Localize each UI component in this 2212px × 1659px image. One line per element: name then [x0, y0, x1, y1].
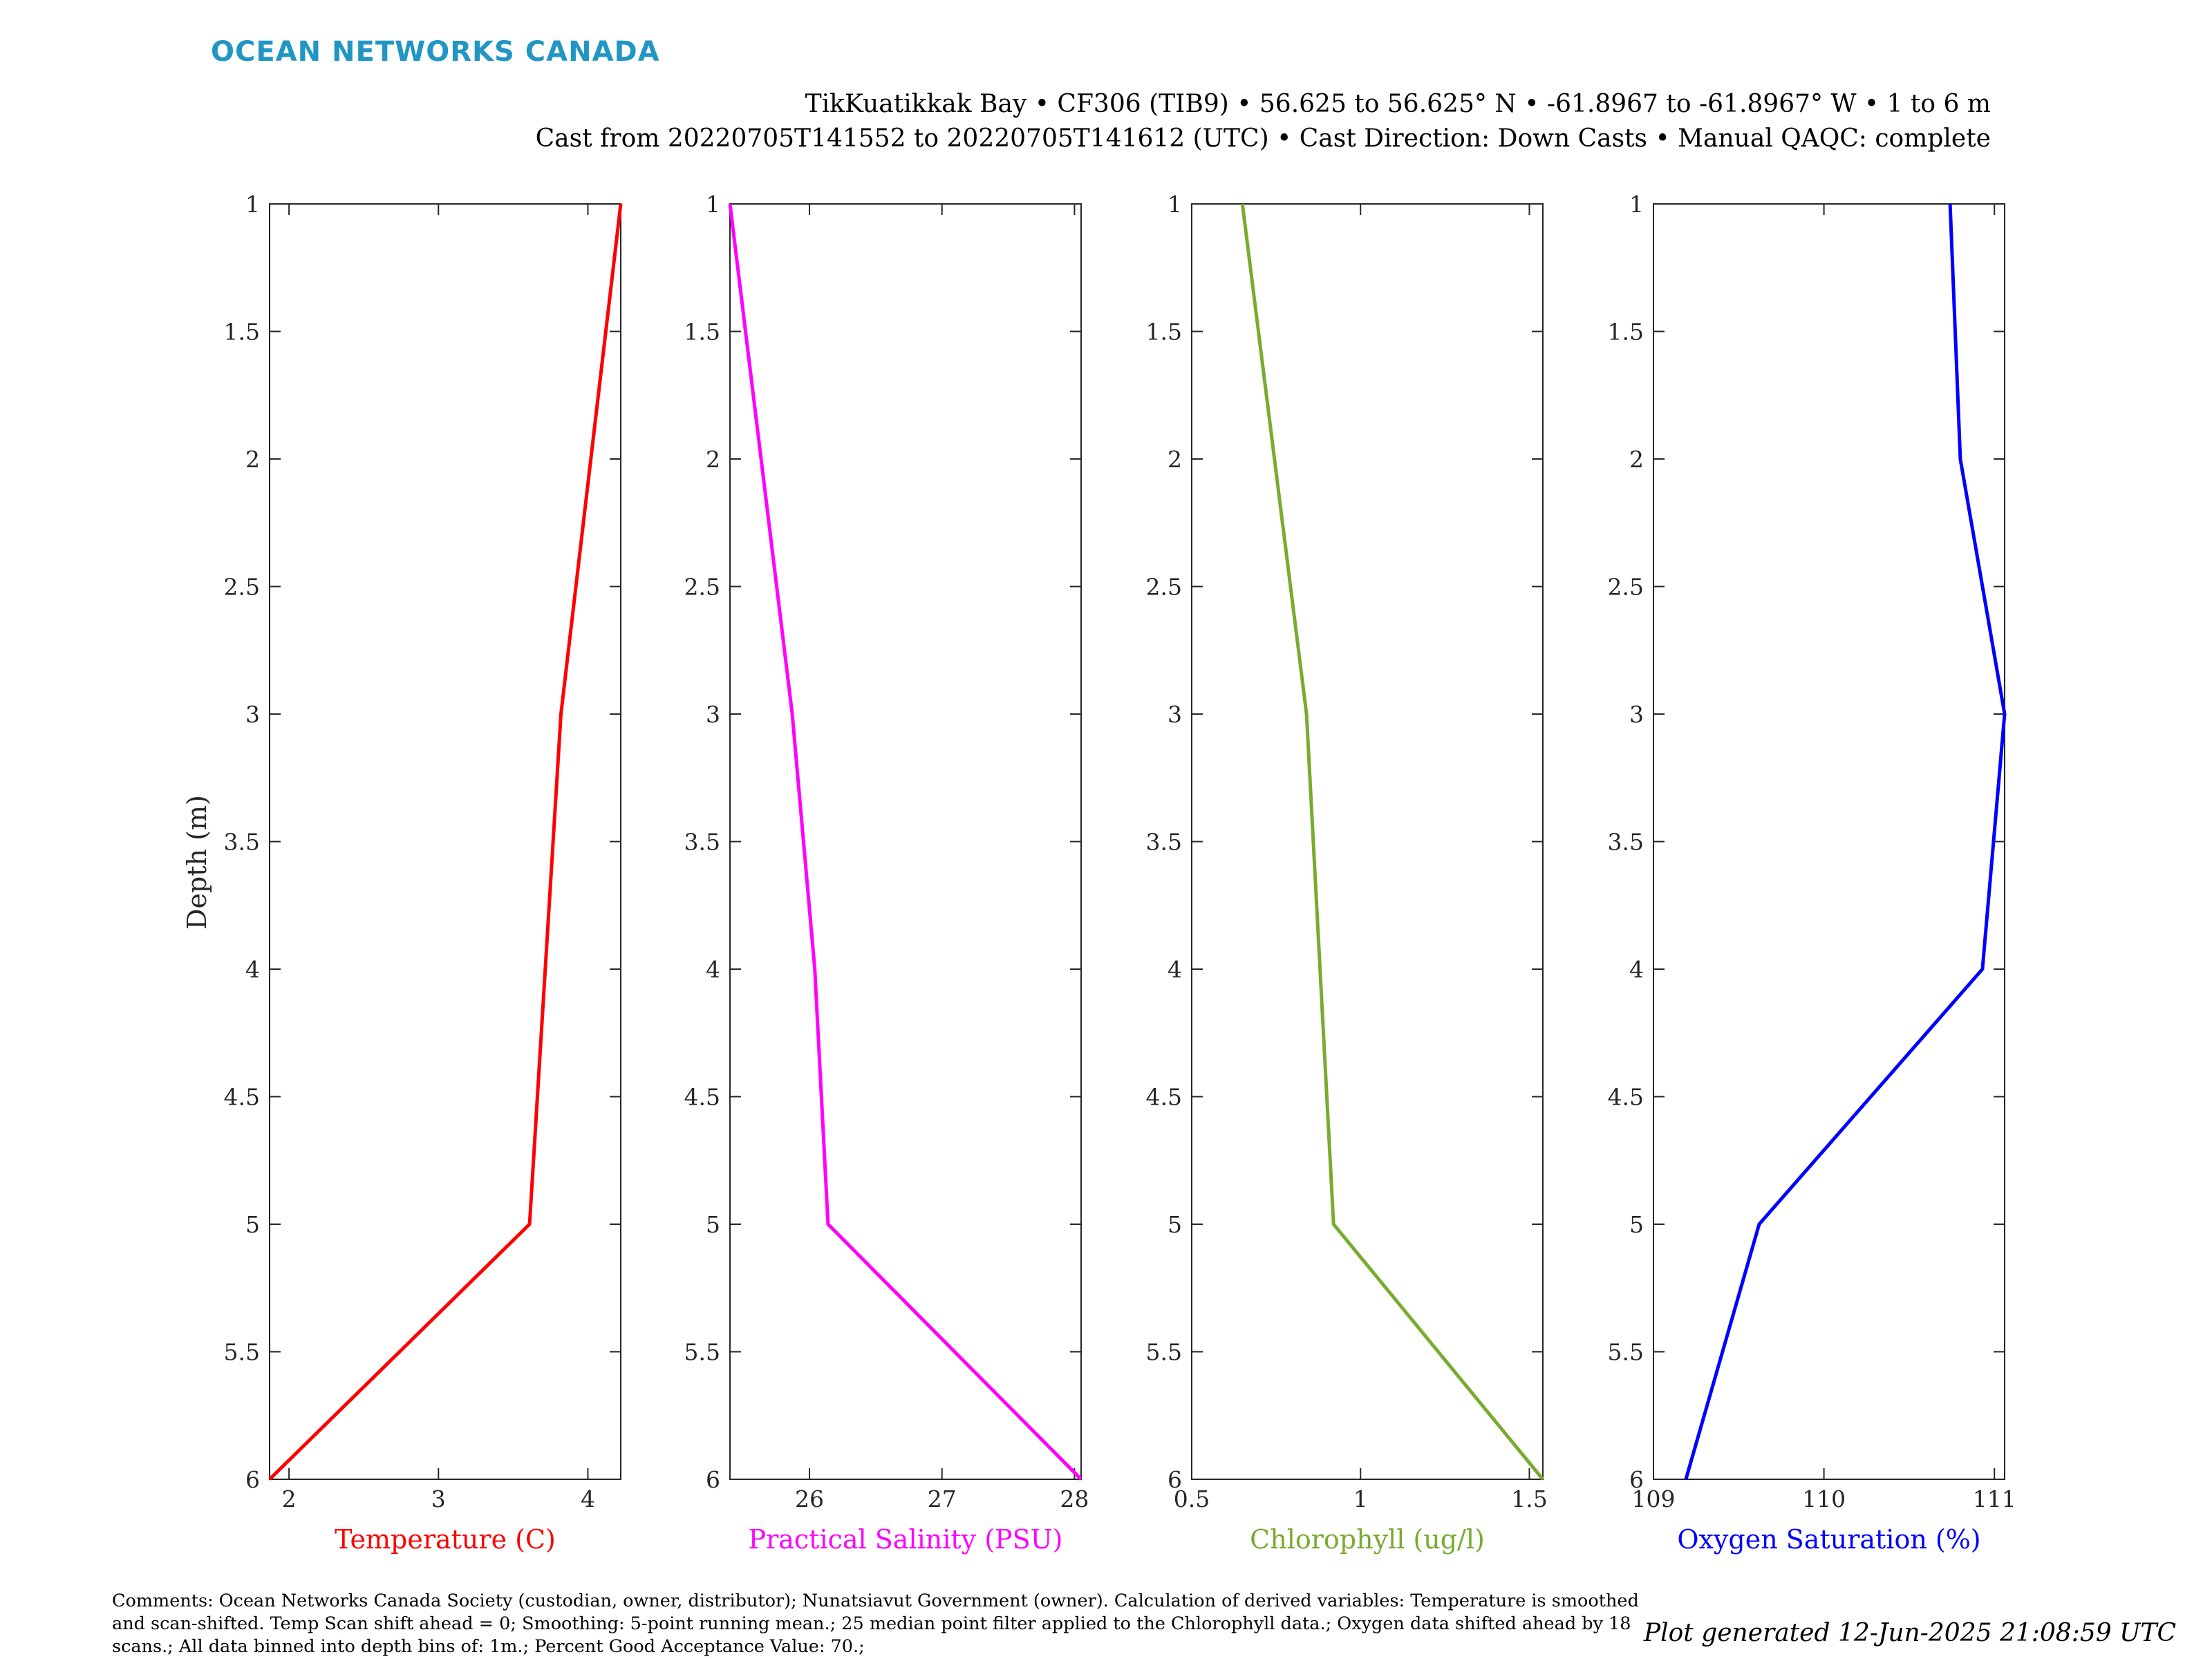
x-axis-label: Oxygen Saturation (%)	[1677, 1524, 1980, 1555]
y-tick-label: 3.5	[224, 829, 260, 856]
y-tick-label: 2.5	[224, 574, 260, 601]
series-line	[268, 203, 623, 1481]
axes-box	[1653, 203, 2005, 1480]
y-tick-label: 6	[1168, 1466, 1182, 1493]
y-tick-label: 6	[706, 1466, 720, 1493]
profile-panel-3: 1 1.5 2 2.5 3 3.5 4 4.5 5 5.5 60.5 1 1.5 Chlorophyll …	[1146, 191, 1548, 1555]
y-tick-label: 4.5	[224, 1084, 260, 1111]
y-tick-label: 2.5	[684, 574, 720, 601]
y-tick-label: 2	[706, 446, 720, 473]
y-tick-label: 5.5	[1146, 1339, 1182, 1366]
y-tick-label: 4	[706, 956, 720, 983]
y-tick-label: 3.5	[684, 829, 720, 856]
y-tick-label: 2.5	[1608, 574, 1644, 601]
x-tick-label: 1	[1353, 1485, 1368, 1512]
y-tick-label: 1.5	[684, 319, 720, 346]
series-line	[1240, 203, 1544, 1481]
y-tick-label: 5	[706, 1211, 720, 1238]
y-tick-label: 3	[706, 701, 720, 728]
x-axis-label: Chlorophyll (ug/l)	[1250, 1524, 1485, 1555]
y-tick-label: 5.5	[224, 1339, 260, 1366]
y-tick-label: 3	[245, 701, 260, 728]
x-tick-label: 111	[1973, 1485, 2016, 1512]
y-tick-label: 1.5	[1146, 319, 1182, 346]
y-axis-label: Depth (m)	[182, 795, 212, 930]
y-tick-label: 1	[706, 191, 720, 218]
y-tick-label: 1.5	[224, 319, 260, 346]
x-tick-label: 1.5	[1511, 1485, 1547, 1512]
plot-title-line-1: TikKuatikkak Bay • CF306 (TIB9) • 56.625…	[805, 90, 1991, 118]
x-axis-label: Temperature (C)	[335, 1524, 556, 1555]
x-tick-label: 109	[1632, 1485, 1676, 1512]
y-tick-label: 6	[245, 1466, 260, 1493]
y-tick-label: 2.5	[1146, 574, 1182, 601]
axes-box	[1191, 203, 1544, 1480]
x-tick-label: 2	[282, 1485, 297, 1512]
x-axis-label: Practical Salinity (PSU)	[749, 1524, 1063, 1555]
y-tick-label: 3.5	[1608, 829, 1644, 856]
x-tick-label: 0.5	[1174, 1485, 1210, 1512]
y-tick-label: 3.5	[1146, 829, 1182, 856]
comments-text: Comments: Ocean Networks Canada Society …	[112, 1591, 1639, 1657]
axes-box	[269, 203, 621, 1480]
y-tick-label: 4.5	[684, 1084, 720, 1111]
x-tick-label: 27	[928, 1485, 957, 1512]
y-tick-label: 3	[1168, 701, 1182, 728]
x-tick-label: 3	[431, 1485, 446, 1512]
y-tick-label: 5.5	[1608, 1339, 1644, 1366]
profile-panel-2: 1 1.5 2 2.5 3 3.5 4 4.5 5 5.5 6 26 27 28 Practical Sal…	[684, 191, 1089, 1555]
y-tick-label: 4.5	[1608, 1084, 1644, 1111]
y-tick-label: 4	[245, 956, 260, 983]
y-tick-label: 2	[245, 446, 260, 473]
brand-logo: OCEAN NETWORKS CANADA	[211, 36, 660, 68]
axes-box	[729, 203, 1082, 1480]
x-tick-label: 26	[795, 1485, 824, 1512]
y-tick-label: 3	[1629, 701, 1644, 728]
y-tick-label: 1	[1629, 191, 1644, 218]
series-line	[1684, 203, 2007, 1480]
x-tick-label: 28	[1060, 1485, 1089, 1512]
y-tick-label: 4.5	[1146, 1084, 1182, 1111]
x-tick-label: 4	[581, 1485, 595, 1512]
y-tick-label: 5	[245, 1211, 260, 1238]
series-line	[728, 203, 1082, 1481]
y-tick-label: 2	[1168, 446, 1182, 473]
y-tick-label: 1	[1168, 191, 1182, 218]
y-tick-label: 5	[1629, 1211, 1644, 1238]
y-tick-label: 4	[1629, 956, 1644, 983]
y-tick-label: 2	[1629, 446, 1644, 473]
y-tick-label: 5.5	[684, 1339, 720, 1366]
y-tick-label: 6	[1629, 1466, 1644, 1493]
plot-title-line-2: Cast from 20220705T141552 to 20220705T14…	[535, 124, 1991, 153]
y-tick-label: 1	[245, 191, 260, 218]
x-tick-label: 110	[1802, 1485, 1846, 1512]
plot-generated-timestamp: Plot generated 12-Jun-2025 21:08:59 UTC	[1643, 1619, 2176, 1647]
y-tick-label: 4	[1168, 956, 1182, 983]
y-tick-label: 5	[1168, 1211, 1182, 1238]
y-tick-label: 1.5	[1608, 319, 1644, 346]
